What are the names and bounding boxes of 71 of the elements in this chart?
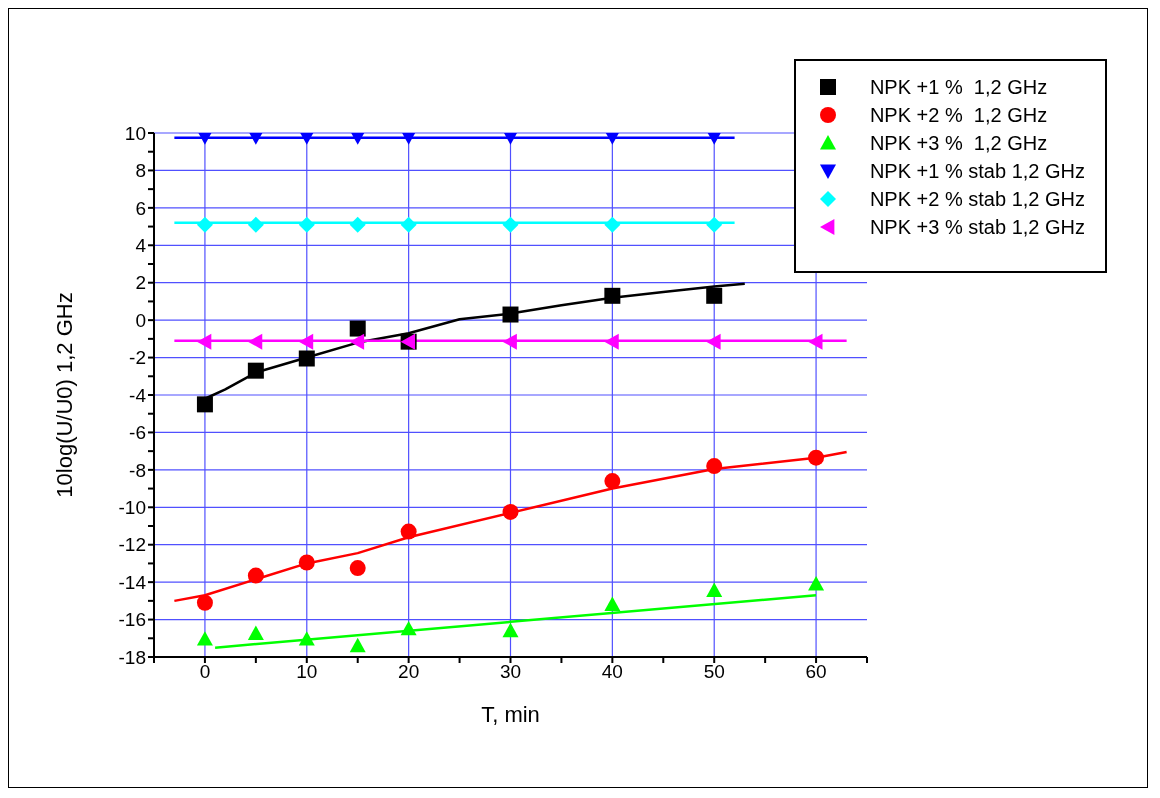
legend-label: NPK +3 % 1,2 GHz <box>869 131 1048 155</box>
point <box>502 622 519 638</box>
point <box>196 396 213 413</box>
point <box>196 216 213 233</box>
point <box>400 216 417 233</box>
x-tick-label: 0 <box>199 661 211 683</box>
point <box>298 554 315 571</box>
y-tick-label: 0 <box>135 309 146 331</box>
y-tick-label: 2 <box>135 272 146 294</box>
y-tick-label: -18 <box>118 646 146 668</box>
point <box>298 350 315 367</box>
legend-label: NPK +3 % stab 1,2 GHz <box>869 215 1085 239</box>
point <box>604 216 621 233</box>
point <box>247 362 264 379</box>
point <box>706 287 723 304</box>
y-axis-title: 10log(U/U0) 1,2 GHz <box>51 292 77 498</box>
point <box>349 216 366 233</box>
point <box>349 560 366 577</box>
y-tick-label: -2 <box>129 347 146 369</box>
x-tick-label: 10 <box>296 661 318 683</box>
point <box>247 216 264 233</box>
y-tick-label: -14 <box>118 571 147 593</box>
legend-label: NPK +2 % 1,2 GHz <box>869 103 1048 127</box>
point <box>604 596 621 611</box>
point <box>808 449 825 466</box>
point <box>706 458 723 475</box>
x-axis-title: T, min <box>481 702 540 727</box>
x-tick-label: 50 <box>703 661 725 683</box>
point <box>604 287 621 304</box>
y-tick-label: -6 <box>129 422 146 444</box>
point <box>196 594 213 611</box>
point <box>502 333 517 350</box>
point <box>502 503 519 520</box>
point <box>196 333 212 350</box>
point <box>604 333 619 350</box>
point <box>298 631 315 646</box>
point <box>706 333 721 350</box>
point <box>349 320 366 337</box>
y-tick-label: 10 <box>124 122 146 144</box>
y-tick-label: -8 <box>129 459 146 481</box>
x-tick-label: 40 <box>601 661 623 683</box>
legend-label: NPK +1 % 1,2 GHz <box>869 75 1048 99</box>
x-tick-label: 20 <box>398 661 420 683</box>
point <box>298 216 315 233</box>
point <box>502 306 519 323</box>
y-tick-label: 4 <box>135 235 147 257</box>
x-tick-label: 30 <box>499 661 522 683</box>
y-tick-label: -10 <box>118 497 146 519</box>
point <box>502 216 519 233</box>
point <box>604 473 621 490</box>
point <box>808 576 825 591</box>
point <box>349 333 365 350</box>
y-tick-label: -12 <box>118 534 146 556</box>
point <box>808 333 823 350</box>
point <box>400 523 417 540</box>
legend-label: NPK +1 % stab 1,2 GHz <box>869 159 1085 183</box>
point <box>349 637 366 653</box>
y-tick-label: 8 <box>135 160 146 182</box>
y-tick-label: -4 <box>129 384 147 406</box>
point <box>247 333 263 350</box>
point <box>298 333 314 350</box>
point <box>706 216 723 233</box>
point <box>196 631 213 646</box>
point <box>400 620 417 636</box>
point <box>706 582 723 597</box>
point <box>247 567 264 584</box>
y-tick-label: 6 <box>135 197 146 219</box>
legend-label: NPK +2 % stab 1,2 GHz <box>869 187 1085 211</box>
x-tick-label: 60 <box>805 661 827 683</box>
point <box>247 625 264 641</box>
y-tick-label: -16 <box>118 609 146 631</box>
